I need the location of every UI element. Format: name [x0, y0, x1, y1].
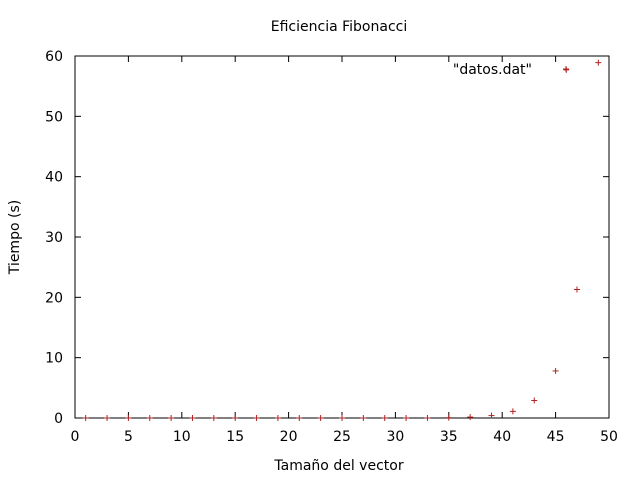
data-point: [381, 415, 388, 421]
data-point: [467, 414, 474, 421]
data-point: [552, 367, 559, 374]
data-point: [339, 415, 345, 421]
x-axis-title: Tamaño del vector: [273, 458, 403, 474]
data-point: [424, 415, 431, 421]
y-tick-label: 40: [45, 170, 63, 186]
data-point: [509, 408, 516, 415]
data-points: [82, 59, 602, 421]
y-tick-label: 20: [45, 290, 63, 306]
data-point: [317, 415, 324, 421]
x-tick-label: 10: [173, 429, 191, 445]
x-tick-label: 30: [386, 429, 404, 445]
tick-labels: 0 5 10 15 20 25 30 35 40 45 50 0 10 20 30 40 50 60: [45, 49, 618, 445]
x-tick-label: 40: [493, 429, 511, 445]
data-point: [445, 414, 452, 421]
data-point: [104, 415, 111, 421]
data-point: [563, 66, 570, 73]
data-point: [296, 415, 303, 421]
data-point: [573, 286, 580, 293]
data-point: [146, 415, 153, 421]
data-point: [82, 415, 89, 421]
x-tick-label: 20: [280, 429, 298, 445]
x-tick-label: 50: [600, 429, 618, 445]
plot-frame: [74, 55, 610, 419]
data-point: [488, 412, 495, 419]
y-tick-label: 0: [54, 411, 63, 427]
x-tick-label: 5: [124, 429, 133, 445]
data-point: [595, 59, 602, 66]
data-point: [125, 415, 132, 421]
x-tick-label: 25: [333, 429, 351, 445]
data-point: [253, 415, 260, 421]
x-tick-label: 45: [547, 429, 565, 445]
legend: "datos.dat": [453, 62, 569, 78]
data-point: [168, 415, 175, 421]
data-point: [531, 397, 538, 404]
data-point: [360, 415, 367, 421]
y-tick-label: 30: [45, 230, 63, 246]
data-point: [274, 415, 281, 421]
y-tick-label: 50: [45, 109, 63, 125]
x-tick-label: 0: [71, 429, 80, 445]
chart-title: Eficiencia Fibonacci: [271, 19, 407, 35]
axis-ticks: [74, 55, 610, 419]
data-point: [232, 415, 239, 421]
data-point: [189, 415, 196, 421]
data-point: [403, 415, 410, 421]
y-tick-label: 60: [45, 49, 63, 65]
y-axis-title: Tiempo (s): [7, 200, 23, 275]
x-tick-label: 35: [440, 429, 458, 445]
y-tick-label: 10: [45, 351, 63, 367]
data-point: [210, 415, 217, 421]
legend-label: "datos.dat": [453, 62, 532, 78]
x-tick-label: 15: [226, 429, 244, 445]
